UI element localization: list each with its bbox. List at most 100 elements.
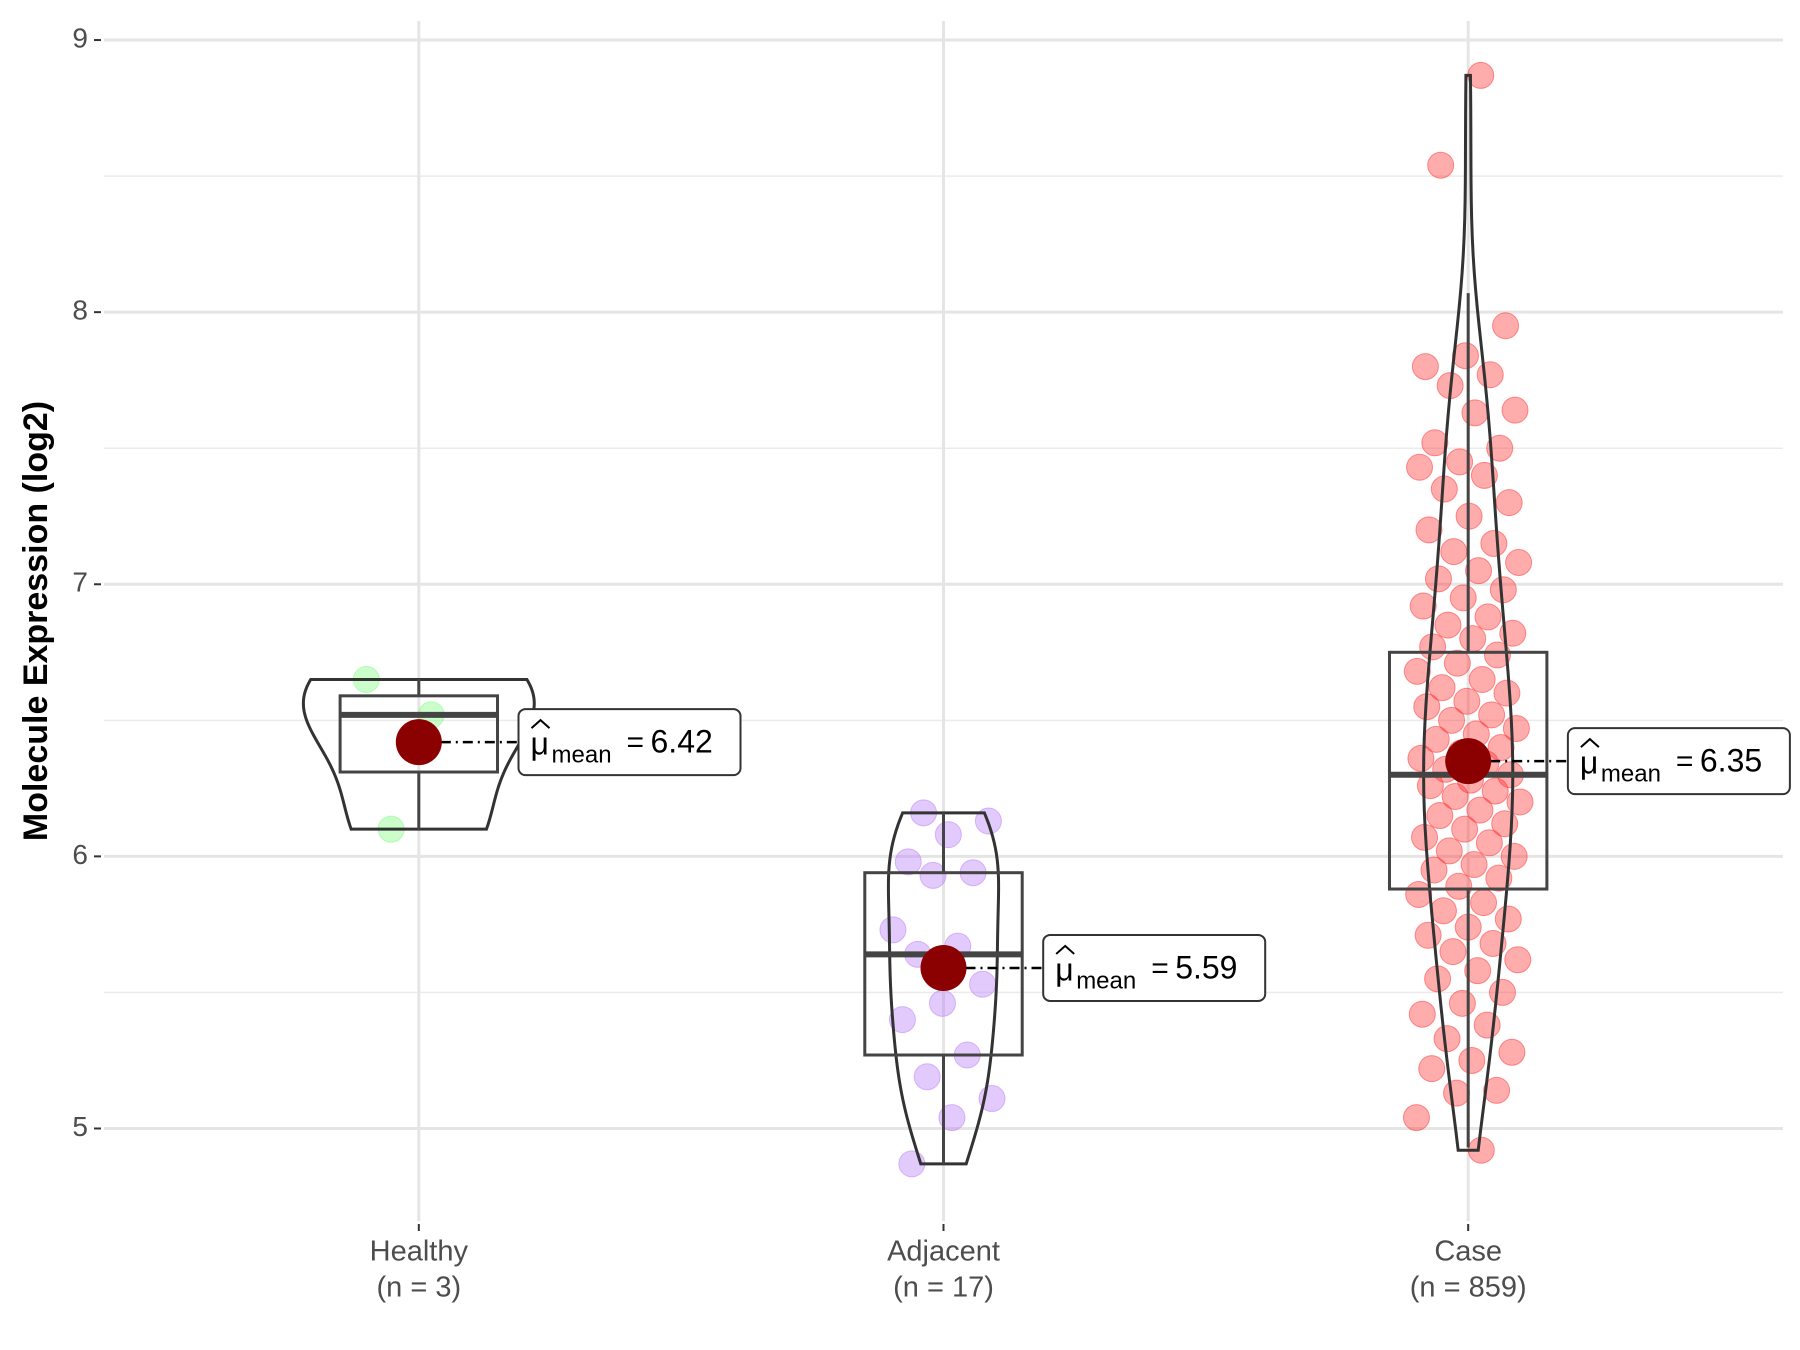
mean-equals: = xyxy=(627,726,645,759)
mean-subscript: mean xyxy=(552,741,612,768)
data-point xyxy=(1441,783,1469,811)
box xyxy=(863,871,1024,1057)
data-point xyxy=(1486,434,1514,462)
y-tick-label: 8 xyxy=(72,295,88,326)
x-tick-sublabel: (n = 17) xyxy=(893,1272,994,1304)
mean-hat xyxy=(1055,944,1075,955)
data-point xyxy=(1504,946,1532,974)
mean-value: 6.35 xyxy=(1700,743,1762,779)
data-point xyxy=(934,821,962,849)
data-point xyxy=(1408,1000,1436,1028)
mean-symbol: μ xyxy=(1055,951,1073,987)
data-point xyxy=(1470,889,1498,917)
data-point xyxy=(1426,802,1454,830)
x-tick-sublabel: (n = 3) xyxy=(377,1272,462,1304)
data-point xyxy=(1448,989,1476,1017)
mean-label-box xyxy=(1042,933,1267,1002)
data-point xyxy=(919,861,947,889)
data-point xyxy=(1485,864,1513,892)
data-point xyxy=(879,916,907,944)
mean-equals: = xyxy=(1151,952,1169,985)
x-tick-label: Case xyxy=(1434,1236,1502,1268)
data-point xyxy=(1429,897,1457,925)
data-point xyxy=(1494,905,1522,933)
y-tick-label: 9 xyxy=(72,22,88,53)
mean-point xyxy=(1445,738,1492,785)
data-point xyxy=(1427,151,1455,179)
violin xyxy=(1422,73,1515,1152)
data-point xyxy=(928,989,956,1017)
violin xyxy=(301,678,536,831)
mean-hat xyxy=(530,718,551,729)
data-point xyxy=(1480,529,1508,557)
mean-equals: = xyxy=(1676,745,1694,778)
data-point xyxy=(1443,649,1471,677)
x-tick-label: Adjacent xyxy=(887,1236,1000,1268)
data-point xyxy=(1428,674,1456,702)
data-point xyxy=(1435,837,1463,865)
data-point xyxy=(1451,815,1479,843)
x-tick-label: Healthy xyxy=(370,1236,469,1268)
data-point xyxy=(1414,921,1442,949)
data-point xyxy=(1505,548,1533,576)
y-tick-label: 6 xyxy=(72,839,88,870)
data-point xyxy=(913,1063,941,1091)
mean-subscript: mean xyxy=(1601,760,1661,787)
data-point xyxy=(1481,777,1509,805)
data-point xyxy=(1466,796,1494,824)
data-point xyxy=(1468,666,1496,694)
data-point xyxy=(1421,429,1449,457)
data-point xyxy=(1439,938,1467,966)
data-point xyxy=(1476,361,1504,389)
data-point xyxy=(1402,1104,1430,1132)
data-point xyxy=(1449,584,1477,612)
data-point xyxy=(938,1104,966,1132)
mean-hat xyxy=(1580,737,1600,748)
data-point xyxy=(1473,1011,1501,1039)
data-point xyxy=(1445,872,1473,900)
data-point xyxy=(1407,744,1435,772)
data-point xyxy=(1483,1076,1511,1104)
data-point xyxy=(1418,1055,1446,1083)
mean-label-box xyxy=(517,708,742,777)
data-point xyxy=(1406,453,1434,481)
y-tick-label: 5 xyxy=(72,1111,88,1142)
data-point xyxy=(1438,706,1466,734)
data-point xyxy=(1464,957,1492,985)
data-point xyxy=(1488,978,1516,1006)
data-point xyxy=(1498,1038,1526,1066)
data-point xyxy=(1465,557,1493,585)
data-point xyxy=(1443,1079,1471,1107)
data-point xyxy=(1415,516,1443,544)
mean-value: 6.42 xyxy=(651,724,713,760)
data-point xyxy=(1434,611,1462,639)
data-point xyxy=(894,848,922,876)
data-point xyxy=(1460,851,1488,879)
data-point xyxy=(1458,1046,1486,1074)
data-point xyxy=(1405,880,1433,908)
data-point xyxy=(1501,396,1529,424)
mean-point xyxy=(920,944,967,991)
mean-symbol: μ xyxy=(1580,745,1598,781)
data-point xyxy=(1424,565,1452,593)
data-point xyxy=(1483,641,1511,669)
y-tick-label: 7 xyxy=(72,567,88,598)
data-point xyxy=(1411,353,1439,381)
data-point xyxy=(1478,701,1506,729)
data-point xyxy=(1461,399,1489,427)
data-point xyxy=(1500,842,1528,870)
data-point xyxy=(1453,687,1481,715)
mean-label-box xyxy=(1566,727,1791,796)
data-point xyxy=(1440,538,1468,566)
data-point xyxy=(1495,489,1523,517)
data-point xyxy=(1451,342,1479,370)
violin xyxy=(886,811,1001,1166)
data-point xyxy=(1403,657,1431,685)
box xyxy=(1387,650,1549,891)
x-tick-sublabel: (n = 859) xyxy=(1410,1272,1527,1304)
mean-value: 5.59 xyxy=(1175,949,1237,985)
data-point xyxy=(1409,592,1437,620)
box xyxy=(338,694,500,774)
